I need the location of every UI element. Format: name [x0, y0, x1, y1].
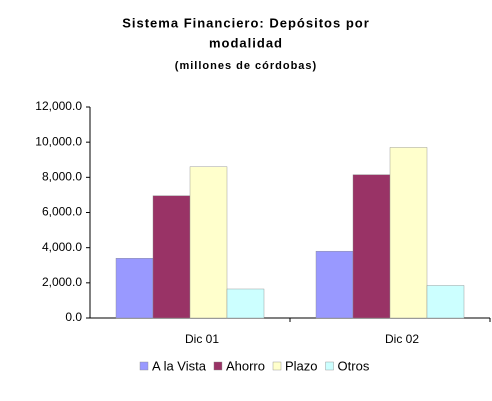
y-tick-label: 10,000.0: [35, 134, 82, 148]
x-tick-label: Dic 02: [385, 332, 419, 346]
y-tick-label: 6,000.0: [42, 205, 82, 219]
bar: [389, 147, 428, 319]
bar: [152, 195, 191, 319]
legend-label: A la Vista: [152, 358, 207, 373]
y-tick-label: 12,000.0: [35, 99, 82, 113]
bar: [226, 288, 265, 319]
y-tick-label: 0.0: [65, 310, 82, 324]
legend-label: Ahorro: [226, 358, 265, 373]
bar: [426, 285, 465, 319]
legend-swatch: [272, 361, 282, 371]
y-tick-label: 8,000.0: [42, 170, 82, 184]
legend-swatch: [139, 361, 149, 371]
y-tick-label: 4,000.0: [42, 240, 82, 254]
x-tick-label: Dic 01: [185, 332, 219, 346]
legend-label: Otros: [338, 358, 370, 373]
chart-subtitle: (millones de córdobas): [175, 60, 317, 72]
bar: [189, 166, 228, 319]
bar: [315, 250, 354, 319]
legend-label: Plazo: [285, 358, 318, 373]
chart-title: Sistema Financiero: Depósitos por: [122, 15, 370, 30]
bar: [352, 174, 391, 319]
bar: [115, 258, 154, 319]
legend-swatch: [213, 361, 223, 371]
y-tick-label: 2,000.0: [42, 275, 82, 289]
chart-title: modalidad: [209, 35, 283, 50]
legend-swatch: [325, 361, 334, 371]
